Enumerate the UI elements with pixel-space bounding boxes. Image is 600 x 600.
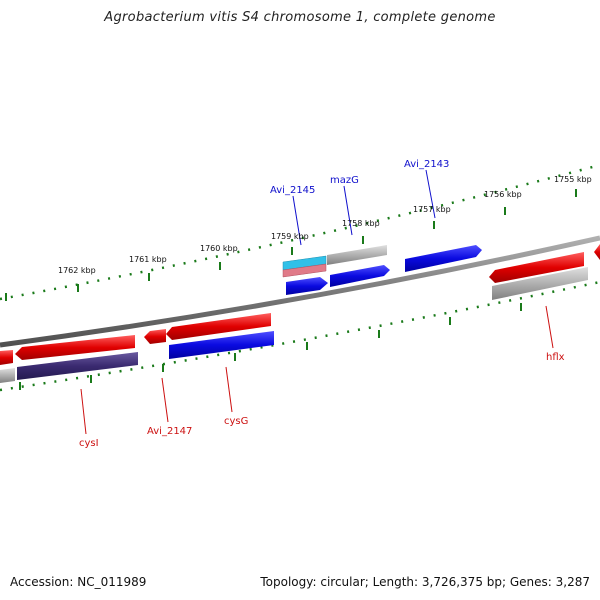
accession-text: Accession: NC_011989: [10, 575, 147, 589]
cds-avi2147: [144, 329, 166, 344]
label-avi2147[interactable]: Avi_2147: [147, 426, 192, 437]
reverse-strand-features: [0, 313, 274, 383]
gene-feature-hflx: [492, 267, 588, 300]
map-title: Agrobacterium vitis S4 chromosome 1, com…: [104, 10, 496, 25]
tick-label-1761: 1761 kbp: [129, 255, 167, 264]
label-leaders: [80, 169, 554, 435]
outer-major-ticks: [5, 189, 577, 301]
gene-feature-cysI: [17, 352, 138, 380]
cds-cysG-upstream: [166, 313, 271, 340]
tick-label-1757: 1757 kbp: [413, 205, 451, 214]
cds-avi2143: [405, 245, 482, 272]
inner-major-ticks: [19, 303, 522, 390]
label-cysI[interactable]: cysI: [79, 438, 99, 449]
label-avi2143[interactable]: Avi_2143: [404, 159, 449, 170]
cds-cysI: [15, 335, 135, 360]
pseudo-feature: [282, 263, 327, 278]
forward-strand-features: [282, 244, 600, 300]
tick-label-1758: 1758 kbp: [342, 219, 380, 228]
cds-edge-left: [0, 350, 13, 365]
cds-edge-right: [594, 244, 600, 260]
tick-label-1756: 1756 kbp: [484, 190, 522, 199]
cds-avi2145: [286, 277, 328, 295]
gene-feature-left: [0, 368, 15, 383]
cds-cysG: [169, 331, 274, 359]
label-cysG[interactable]: cysG: [224, 416, 248, 427]
genome-summary-text: Topology: circular; Length: 3,726,375 bp…: [260, 575, 590, 589]
label-avi2145[interactable]: Avi_2145: [270, 185, 315, 196]
genome-backbone: [0, 235, 600, 348]
tick-label-1760: 1760 kbp: [200, 244, 238, 253]
tick-label-1762: 1762 kbp: [58, 266, 96, 275]
cds-hflx: [489, 252, 584, 283]
outer-tick-track: [0, 163, 600, 301]
cds-mazG: [330, 265, 390, 287]
tick-label-1755: 1755 kbp: [554, 175, 592, 184]
label-mazG[interactable]: mazG: [330, 175, 359, 186]
label-hflx[interactable]: hflx: [546, 352, 565, 363]
gene-feature-mazG-region: [327, 245, 387, 265]
tick-label-1759: 1759 kbp: [271, 232, 309, 241]
